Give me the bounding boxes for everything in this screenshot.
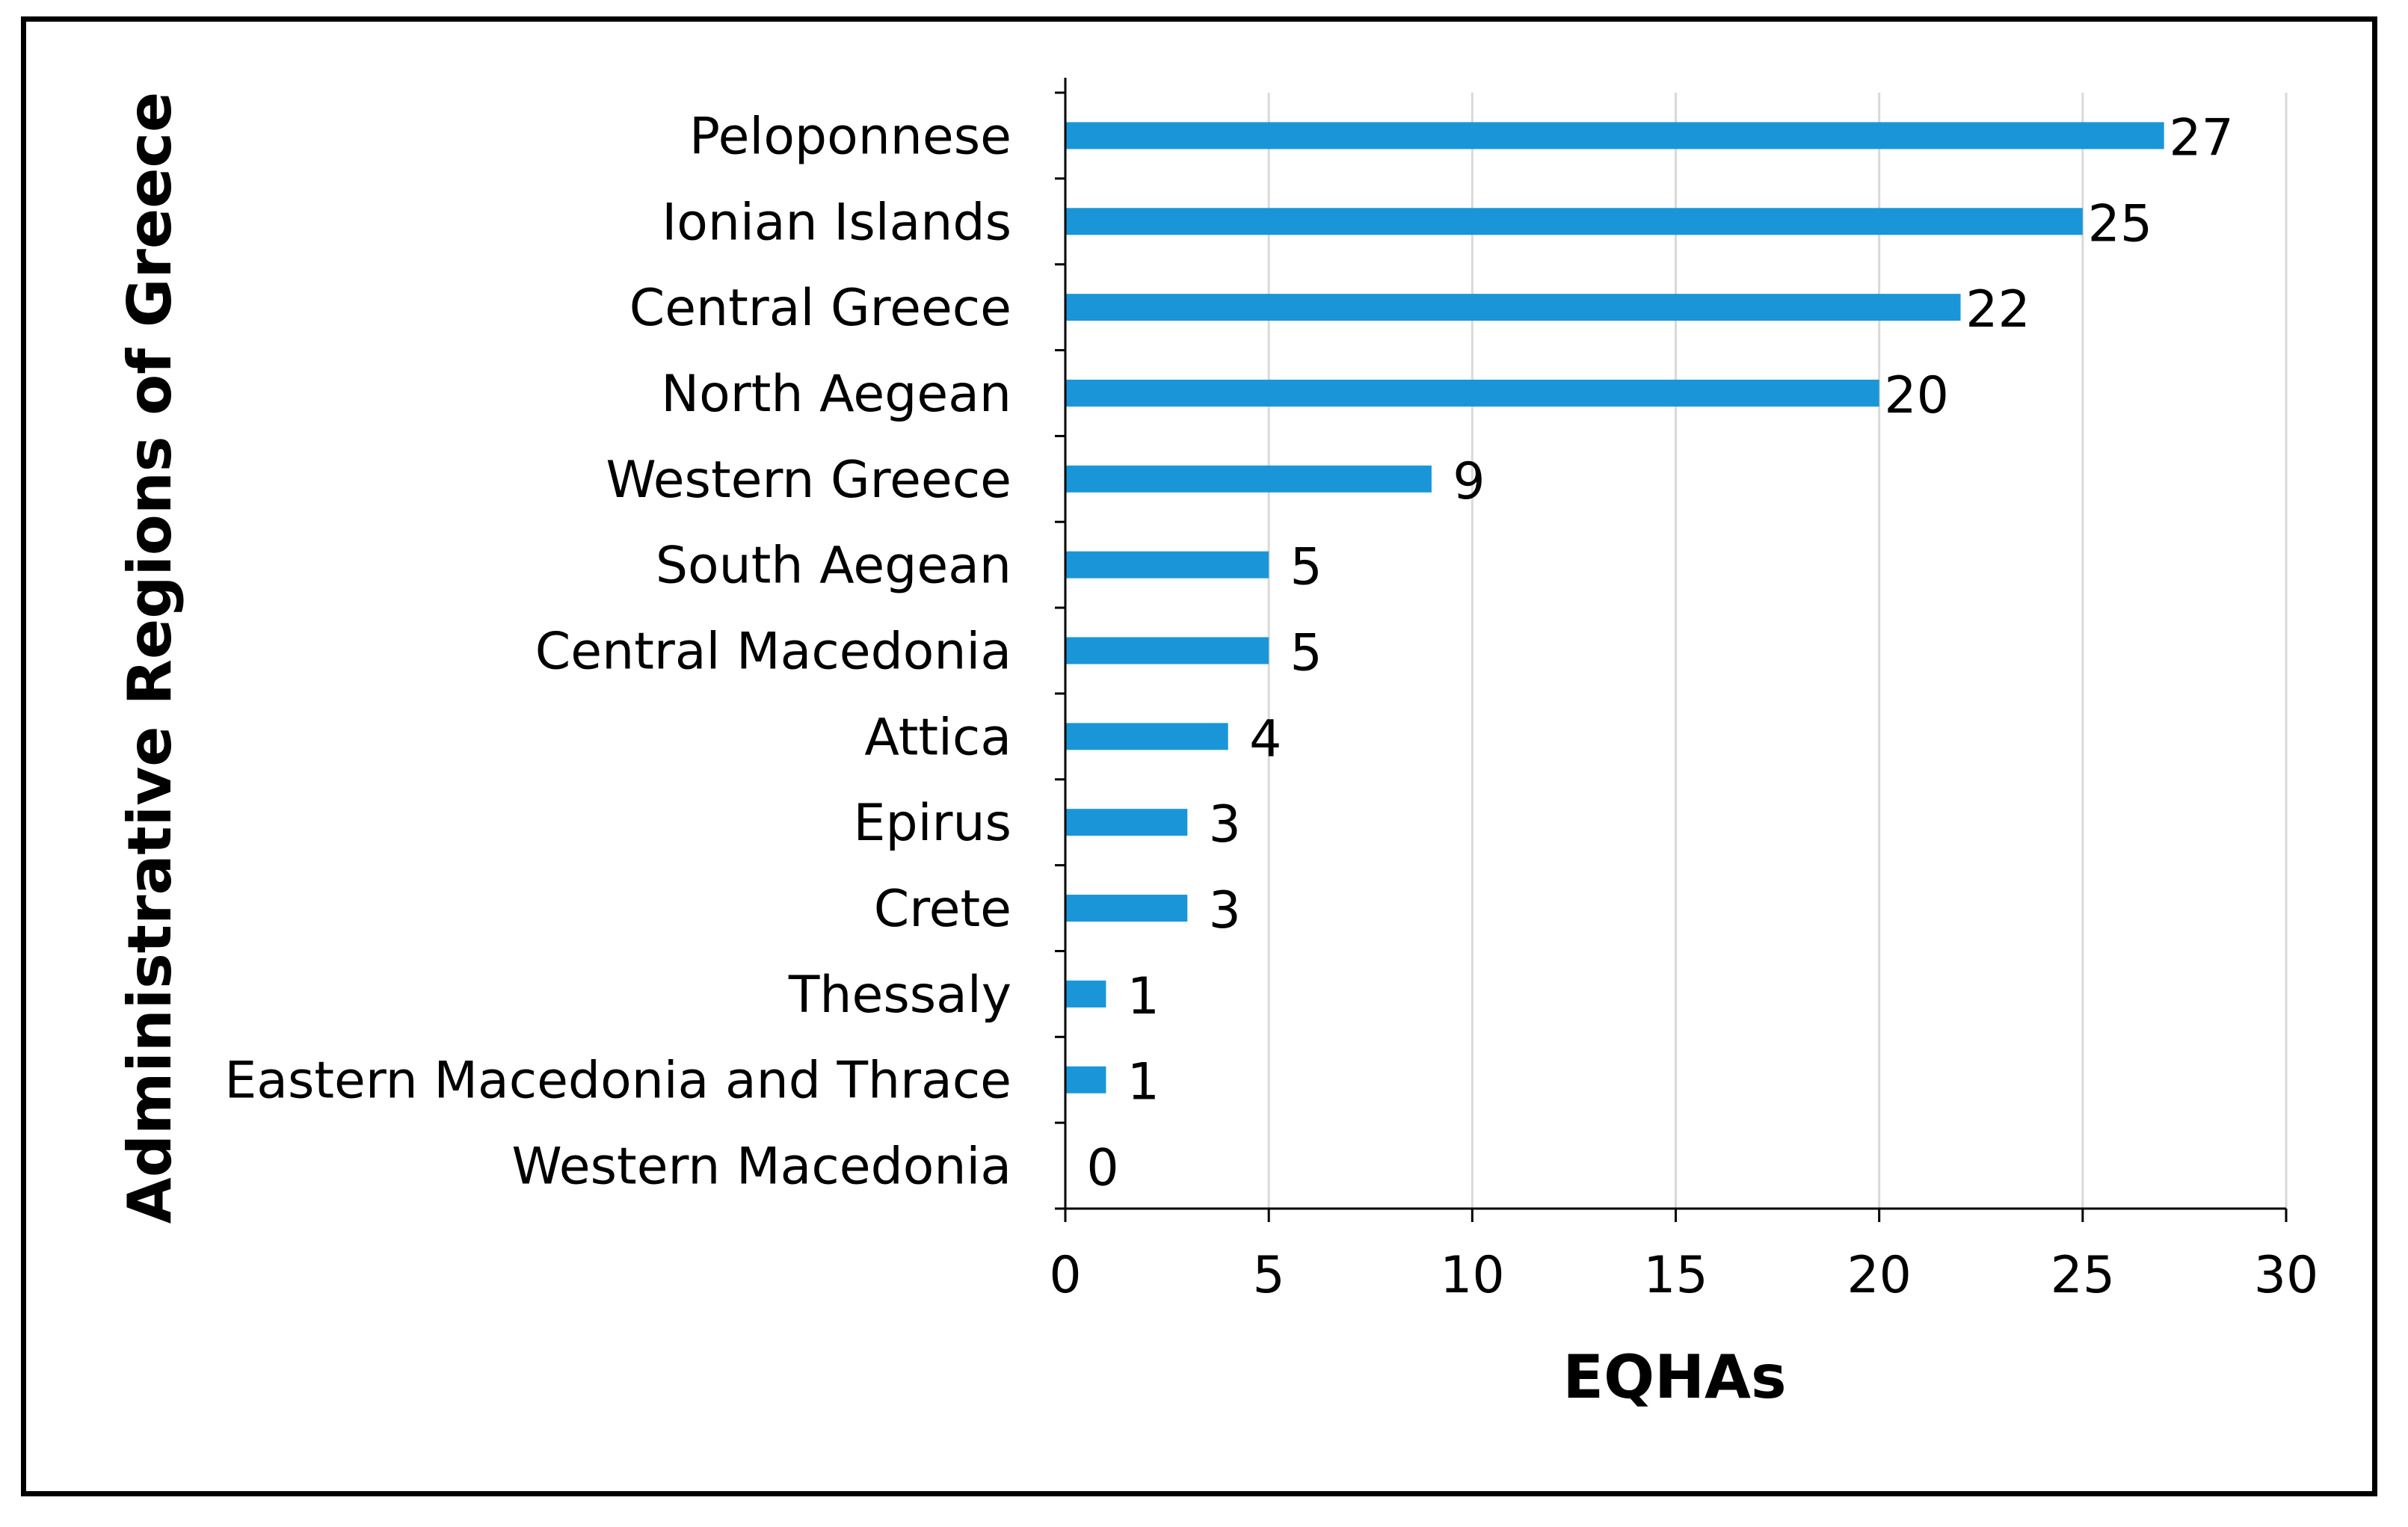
grid-lines (1267, 93, 2288, 1209)
value-label-attica: 4 (1249, 709, 1281, 768)
bar-eastern-macedonia-and-thrace (1065, 1066, 1106, 1093)
bar-south-aegean (1065, 551, 1269, 579)
value-label-crete: 3 (1209, 881, 1241, 940)
category-label-central-greece: Central Greece (629, 279, 1011, 338)
value-label-western-greece: 9 (1453, 452, 1485, 511)
axes (1055, 78, 2288, 1222)
category-label-crete: Crete (874, 880, 1011, 939)
category-label-epirus: Epirus (853, 794, 1011, 853)
bar-western-greece (1065, 465, 1432, 493)
value-label-central-greece: 22 (1965, 280, 2030, 339)
category-label-ionian-islands: Ionian Islands (662, 193, 1011, 252)
bar-epirus (1065, 809, 1188, 836)
value-label-central-macedonia: 5 (1290, 624, 1322, 683)
bar-thessaly (1065, 980, 1106, 1008)
category-label-peloponnese: Peloponnese (689, 107, 1011, 166)
x-tick-label-0: 0 (1049, 1246, 1081, 1305)
value-label-south-aegean: 5 (1290, 538, 1322, 597)
value-label-north-aegean: 20 (1884, 366, 1949, 425)
x-tick-label-5: 5 (1253, 1246, 1285, 1305)
x-tick-label-15: 15 (1643, 1246, 1708, 1305)
value-label-ionian-islands: 25 (2088, 194, 2153, 253)
category-labels: Peloponnese Ionian Islands Central Greece N… (224, 107, 1011, 1196)
bars (1065, 122, 2164, 1093)
category-label-western-greece: Western Greece (606, 451, 1011, 510)
bar-peloponnese (1065, 122, 2164, 149)
value-label-thessaly: 1 (1127, 967, 1160, 1026)
category-label-north-aegean: North Aegean (661, 365, 1011, 424)
figure-frame (21, 16, 2377, 1496)
value-label-peloponnese: 27 (2169, 108, 2234, 167)
category-label-eastern-macedonia-and-thrace: Eastern Macedonia and Thrace (224, 1052, 1011, 1111)
bar-attica (1065, 723, 1228, 750)
value-label-eastern-macedonia-and-thrace: 1 (1127, 1053, 1160, 1112)
x-tick-label-30: 30 (2254, 1246, 2319, 1305)
bar-central-greece (1065, 294, 1961, 321)
x-tick-labels: 0 5 10 15 20 25 30 (1049, 1246, 2318, 1305)
category-label-central-macedonia: Central Macedonia (535, 623, 1011, 682)
category-label-thessaly: Thessaly (788, 966, 1011, 1025)
x-tick-label-25: 25 (2051, 1246, 2116, 1305)
bar-crete (1065, 895, 1188, 922)
x-axis-title: EQHAs (1562, 1342, 1786, 1412)
value-label-western-macedonia: 0 (1086, 1139, 1118, 1198)
bar-north-aegean (1065, 379, 1879, 407)
y-axis-title: Administrative Regions of Greece (115, 92, 185, 1224)
bar-central-macedonia (1065, 637, 1269, 664)
category-label-western-macedonia: Western Macedonia (512, 1138, 1011, 1197)
bar-ionian-islands (1065, 208, 2083, 235)
x-tick-label-20: 20 (1847, 1246, 1912, 1305)
value-label-epirus: 3 (1209, 795, 1241, 854)
category-label-south-aegean: South Aegean (656, 537, 1011, 596)
category-label-attica: Attica (864, 708, 1011, 767)
x-tick-label-10: 10 (1440, 1246, 1505, 1305)
